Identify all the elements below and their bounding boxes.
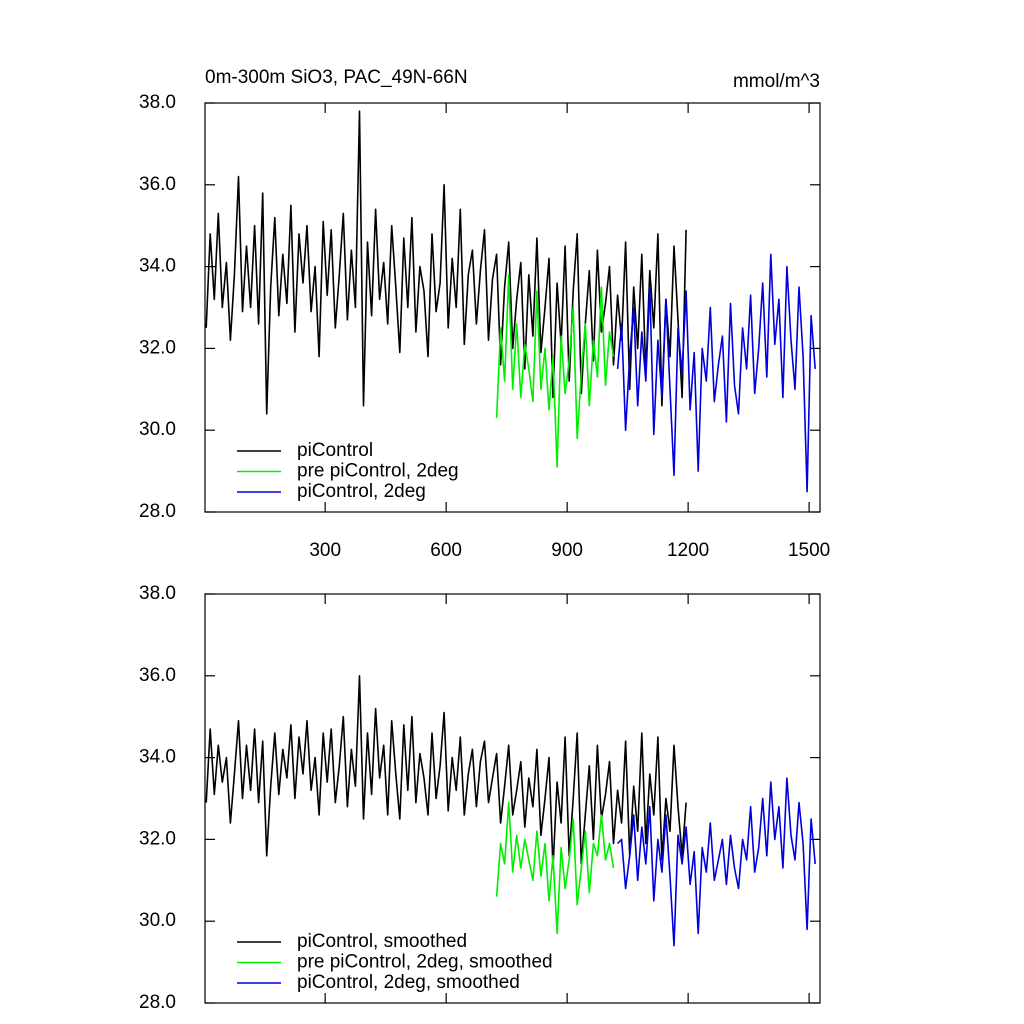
x-tick-label: 1500 [788,540,830,561]
x-tick-label: 300 [309,540,341,561]
y-tick-label: 30.0 [139,910,176,931]
y-tick-label: 30.0 [139,419,176,440]
y-tick-label: 36.0 [139,665,176,686]
data-line [495,801,615,935]
y-tick-label: 38.0 [139,583,176,604]
data-line [205,110,687,415]
legend-label: piControl, 2deg, smoothed [297,972,520,993]
legend-label: pre piControl, 2deg [297,461,459,482]
y-tick-label: 36.0 [139,174,176,195]
y-tick-label: 38.0 [139,92,176,113]
data-line [495,274,615,468]
plot-frame [204,102,821,513]
legend-label: piControl [297,440,373,461]
y-tick-label: 32.0 [139,828,176,849]
units-label: mmol/m^3 [733,71,820,92]
x-tick-label: 600 [430,540,462,561]
y-tick-label: 34.0 [139,747,176,768]
x-tick-label: 900 [551,540,583,561]
chart-title: 0m-300m SiO3, PAC_49N-66N [205,67,468,88]
y-tick-label: 34.0 [139,256,176,277]
x-tick-label: 1200 [667,540,709,561]
data-line [616,253,816,493]
data-line [617,777,816,947]
y-tick-label: 32.0 [139,337,176,358]
legend-label: piControl, 2deg [297,481,426,502]
y-tick-label: 28.0 [139,501,176,522]
legend-label: piControl, smoothed [297,931,467,952]
y-tick-label: 28.0 [139,992,176,1013]
data-line [205,675,687,869]
plot-frame [204,593,821,1004]
legend-label: pre piControl, 2deg, smoothed [297,952,553,973]
